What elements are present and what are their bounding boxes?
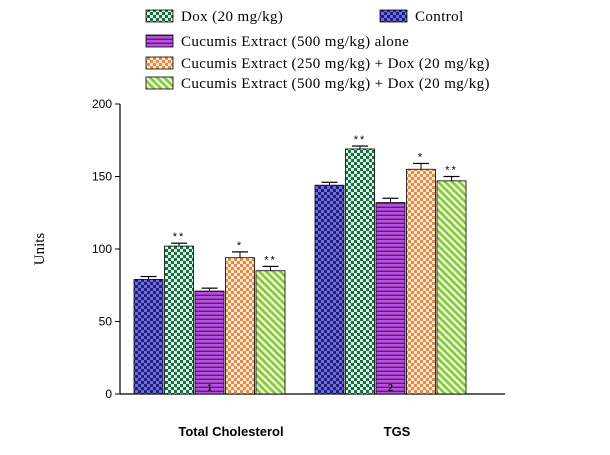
significance-label: **: [173, 231, 186, 243]
significance-label: **: [354, 134, 367, 146]
legend: Dox (20 mg/kg) Control Cucumis Extract (50…: [145, 9, 490, 92]
bar-diagonal-green-2: [436, 180, 467, 395]
significance-label: **: [264, 254, 277, 266]
legend-swatch: [145, 9, 174, 23]
bar-checker-green-1: [164, 245, 194, 395]
significance-label: **: [445, 165, 458, 177]
x-tick-label: Total Cholesterol: [178, 424, 283, 439]
bar-checker-dark-2: [314, 184, 345, 395]
bar-checker-dark-1: [133, 279, 164, 395]
axes: 0 50 100 150 200: [92, 97, 505, 401]
legend-swatch: [379, 9, 408, 23]
y-tick-label: 150: [92, 170, 112, 184]
bars: *****1*****2: [133, 134, 467, 395]
y-tick-label: 0: [105, 387, 112, 401]
category-labels: Total Cholesterol TGS: [178, 424, 410, 439]
legend-swatch: [145, 56, 174, 70]
legend-label: Dox (20 mg/kg): [181, 9, 283, 25]
y-tick-label: 100: [92, 242, 112, 256]
bar-horizontal-stripes-1: [194, 290, 225, 395]
bar-checker-orange-2: [406, 168, 436, 395]
bar-checker-green-2: [345, 148, 375, 395]
group-marker: 1: [207, 383, 212, 394]
y-tick-label: 50: [99, 315, 113, 329]
significance-label: *: [418, 151, 424, 163]
bar-diagonal-green-1: [255, 270, 286, 395]
legend-label: Cucumis Extract (500 mg/kg) + Dox (20 mg…: [181, 76, 490, 92]
y-tick-label: 200: [92, 97, 112, 111]
significance-label: *: [237, 240, 243, 252]
legend-label: Control: [415, 9, 464, 25]
group-marker: 2: [388, 383, 393, 394]
legend-label: Cucumis Extract (250 mg/kg) + Dox (20 mg…: [181, 56, 490, 72]
legend-swatch: [145, 34, 174, 48]
bar-horizontal-stripes-2: [375, 202, 406, 395]
legend-label: Cucumis Extract (500 mg/kg) alone: [181, 34, 409, 50]
x-tick-label: TGS: [384, 424, 411, 439]
legend-swatch: [145, 76, 174, 90]
y-axis-label: Units: [32, 233, 48, 266]
bar-checker-orange-1: [225, 257, 255, 395]
